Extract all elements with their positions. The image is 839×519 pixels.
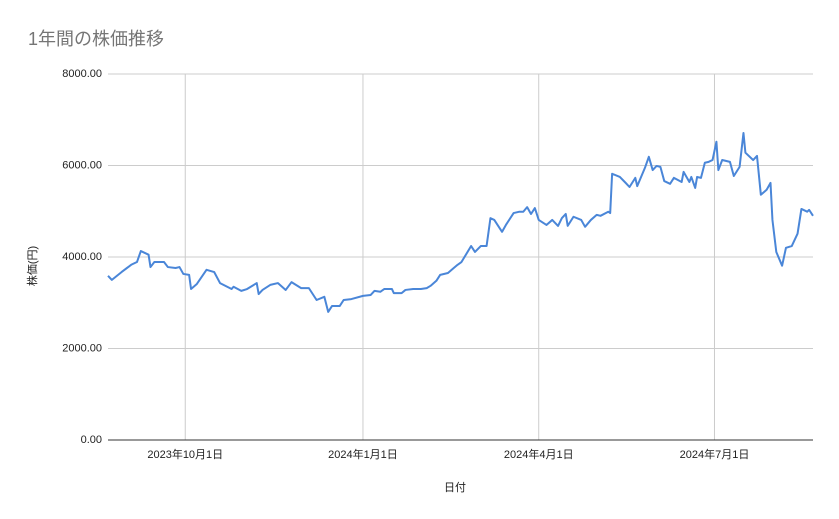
y-tick-label: 2000.00: [62, 342, 102, 354]
y-tick-label: 8000.00: [62, 68, 102, 80]
x-tick-label: 2023年10月1日: [147, 447, 223, 461]
x-tick-label: 2024年1月1日: [328, 447, 398, 461]
y-axis-title: 株価(円): [25, 246, 39, 286]
y-tick-label: 6000.00: [62, 159, 102, 171]
x-tick-label: 2024年7月1日: [680, 447, 750, 461]
chart-title: 1年間の株価推移: [28, 29, 164, 49]
price-line: [107, 132, 814, 313]
y-tick-label: 0.00: [81, 434, 102, 446]
x-tick-label: 2024年4月1日: [504, 447, 574, 461]
x-axis-title: 日付: [444, 481, 466, 494]
y-tick-label: 4000.00: [62, 251, 102, 263]
